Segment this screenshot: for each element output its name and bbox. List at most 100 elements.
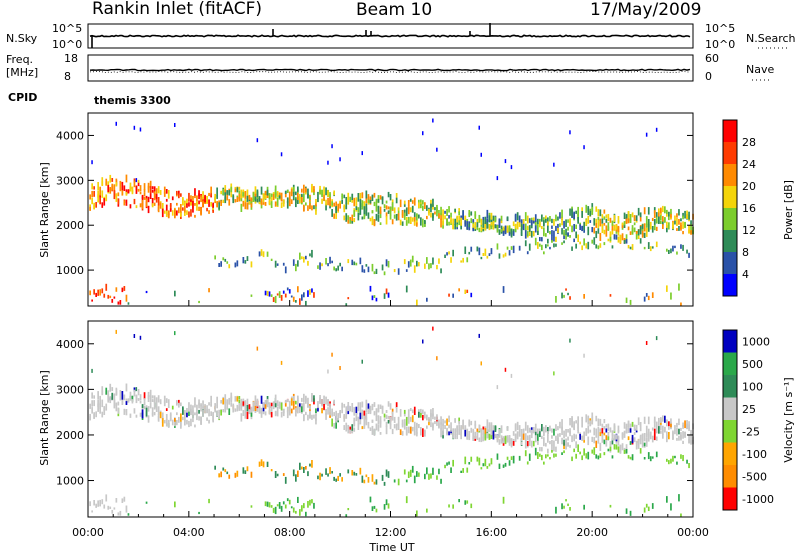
- velocity-cell: [452, 428, 454, 436]
- power-cell: [139, 127, 142, 132]
- power-cell: [224, 197, 227, 204]
- power-cell: [397, 268, 400, 275]
- velocity-cell: [238, 396, 241, 400]
- power-cell: [456, 226, 458, 230]
- power-cell: [486, 255, 489, 259]
- power-cell: [575, 243, 577, 249]
- velocity-cell: [428, 418, 430, 423]
- power-cell: [502, 286, 505, 293]
- velocity-cell: [365, 474, 368, 478]
- power-cell: [375, 297, 378, 302]
- velocity-cell: [690, 433, 692, 442]
- power-cell: [297, 286, 299, 293]
- power-cell: [418, 262, 420, 267]
- velocity-cell: [297, 496, 299, 503]
- velocity-cell: [563, 505, 565, 509]
- velocity-cell: [486, 466, 489, 469]
- velocity-cell: [397, 416, 400, 421]
- velocity-cell: [680, 454, 682, 459]
- power-cell: [103, 293, 106, 298]
- velocity-cell: [545, 454, 547, 459]
- power-cell: [438, 213, 440, 219]
- velocity-cell: [534, 431, 537, 436]
- power-cell: [174, 212, 176, 217]
- velocity-cell: [91, 368, 93, 373]
- velocity-cell: [478, 424, 481, 432]
- velocity-cell: [343, 403, 346, 408]
- velocity-cell: [553, 447, 555, 452]
- power-cell: [363, 201, 366, 210]
- velocity-cell: [107, 505, 110, 510]
- power-cell: [424, 263, 426, 269]
- power-cell: [357, 207, 360, 213]
- velocity-xticks: 00:00 04:00 08:00 12:00 16:00 20:00 00:00: [72, 300, 709, 539]
- velocity-cell: [460, 427, 462, 436]
- power-cell: [474, 222, 477, 230]
- velocity-cell: [416, 510, 418, 517]
- power-cell: [121, 181, 124, 191]
- power-cell: [510, 228, 513, 238]
- velocity-cell: [111, 509, 114, 514]
- velocity-cell: [321, 407, 323, 414]
- power-cell: [678, 209, 680, 216]
- power-y-tick-label: 1000: [56, 264, 84, 277]
- velocity-cell: [593, 447, 596, 455]
- power-cell: [224, 189, 227, 194]
- velocity-cell: [109, 506, 112, 509]
- power-cell: [436, 204, 438, 211]
- velocity-cell: [280, 402, 283, 411]
- power-cell: [246, 256, 249, 261]
- velocity-cell: [450, 426, 452, 432]
- velocity-cell: [141, 409, 144, 419]
- velocity-cell: [159, 411, 162, 419]
- velocity-cell: [113, 507, 116, 510]
- velocity-cell: [280, 505, 283, 512]
- power-cell: [301, 188, 303, 193]
- power-cell: [365, 197, 368, 204]
- power-cell: [202, 196, 204, 203]
- velocity-colorbar-tick: 25: [742, 403, 756, 416]
- power-cell: [424, 202, 426, 209]
- power-cell: [99, 289, 101, 296]
- power-cell: [401, 221, 404, 226]
- velocity-cell: [121, 498, 124, 503]
- power-cell: [595, 218, 598, 224]
- velocity-cell: [288, 499, 291, 505]
- power-cell: [176, 193, 178, 197]
- velocity-cell: [361, 411, 364, 420]
- velocity-cell: [532, 440, 535, 447]
- velocity-cell: [276, 400, 279, 407]
- velocity-cell: [577, 416, 579, 426]
- velocity-cell: [393, 416, 396, 423]
- power-cell: [651, 226, 654, 233]
- velocity-cell: [381, 405, 384, 410]
- velocity-cell: [547, 435, 549, 443]
- velocity-cell: [442, 431, 444, 436]
- power-cell: [625, 214, 628, 222]
- velocity-cell: [655, 436, 658, 441]
- velocity-cell: [528, 453, 531, 461]
- velocity-cell: [436, 475, 438, 480]
- velocity-colorbar-tick: 500: [742, 358, 763, 371]
- velocity-cell: [401, 431, 404, 436]
- power-cell: [474, 211, 477, 217]
- power-cell: [647, 207, 650, 215]
- velocity-cell: [224, 401, 227, 411]
- power-cell: [218, 202, 220, 210]
- nave-trace: [89, 71, 690, 73]
- velocity-cell: [377, 408, 380, 412]
- velocity-cell: [272, 507, 275, 513]
- velocity-cell: [635, 440, 638, 444]
- power-ylabel: Slant Range [km]: [38, 162, 51, 258]
- velocity-cell: [595, 432, 598, 438]
- velocity-cell: [307, 501, 309, 508]
- velocity-cell: [500, 425, 503, 431]
- velocity-cell: [165, 414, 168, 421]
- power-cell: [254, 196, 257, 202]
- power-cell: [341, 196, 343, 200]
- velocity-cell: [377, 415, 380, 424]
- power-cell: [670, 214, 672, 218]
- power-cell: [280, 193, 283, 201]
- power-cell: [524, 212, 527, 221]
